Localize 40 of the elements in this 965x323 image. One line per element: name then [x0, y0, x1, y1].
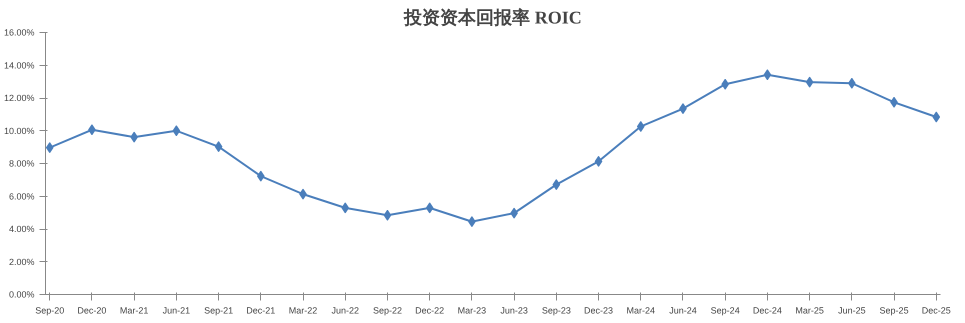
point	[46, 142, 54, 154]
x-tick-label: Mar-25	[795, 306, 824, 316]
x-tick-label: Sep-23	[542, 306, 571, 316]
x-tick-label: Sep-21	[204, 306, 234, 316]
point	[721, 78, 730, 90]
point	[636, 120, 645, 132]
x-tick-label: Dec-24	[752, 306, 782, 316]
x-tick-label: Dec-21	[246, 306, 276, 316]
x-tick-label: Jun-25	[838, 306, 866, 316]
x-tick-label: Mar-21	[120, 306, 148, 316]
point	[932, 111, 940, 122]
x-tick-label: Jun-22	[331, 306, 360, 316]
x-tick-label: Mar-22	[288, 306, 318, 316]
y-tick-label: 10.00%	[4, 126, 35, 136]
point	[552, 179, 560, 190]
x-tick-label: Sep-25	[880, 306, 909, 316]
x-tick-label: Jun-23	[500, 306, 528, 316]
x-tick-label: Mar-23	[458, 306, 486, 316]
y-tick-label: 4.00%	[8, 224, 35, 234]
y-tick-label: 6.00%	[8, 191, 35, 202]
x-tick-label: Dec-22	[415, 306, 444, 316]
y-tick-label: 2.00%	[8, 256, 35, 267]
x-tick-label: Sep-20	[35, 306, 64, 316]
x-tick-label: Dec-20	[77, 306, 106, 316]
point	[426, 202, 434, 214]
y-tick-label: 12.00%	[4, 93, 35, 103]
y-tick-label: 14.00%	[4, 60, 35, 70]
x-tick-label: Jun-21	[162, 306, 190, 316]
x-tick-label: Jun-24	[669, 306, 697, 316]
x-tick-label: Dec-25	[922, 306, 951, 316]
y-tick-label: 0.00%	[8, 290, 35, 300]
point	[341, 202, 350, 214]
y-tick-label: 8.00%	[8, 158, 35, 168]
x-tick-label: Sep-22	[372, 306, 402, 316]
y-tick-label: 16.00%	[4, 28, 35, 38]
x-tick-label: Dec-23	[584, 306, 614, 316]
x-tick-label: Sep-24	[710, 306, 740, 316]
chart-title: 投资资本回报率 ROIC	[403, 8, 582, 28]
x-tick-label: Mar-24	[626, 306, 656, 316]
point	[256, 170, 265, 182]
